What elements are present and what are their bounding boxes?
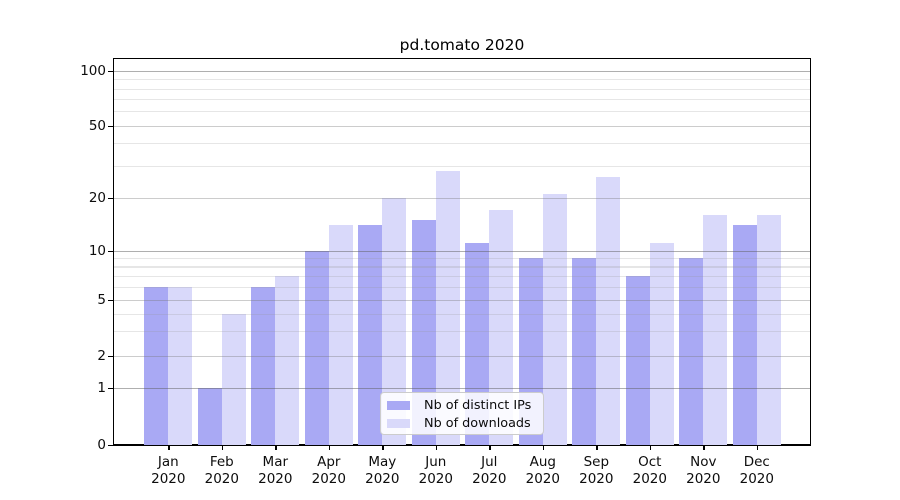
bar-nb-of-distinct-ips-oct bbox=[625, 275, 650, 445]
bar-nb-of-distinct-ips-nov bbox=[679, 258, 704, 445]
y-tick-label-10: 10 bbox=[88, 242, 106, 259]
y-tick-label-2: 2 bbox=[97, 348, 106, 364]
legend-label-distinct-ips: Nb of distinct IPs bbox=[424, 397, 532, 413]
y-gridline-70 bbox=[114, 99, 810, 101]
x-tick-label-oct: Oct 2020 bbox=[632, 454, 667, 487]
y-tick-label-1: 1 bbox=[97, 379, 106, 396]
y-tick-mark-1 bbox=[107, 387, 113, 389]
y-gridline-50 bbox=[114, 125, 810, 127]
y-tick-mark-2 bbox=[107, 356, 113, 358]
chart-title: pd.tomato 2020 bbox=[399, 36, 525, 54]
y-gridline-10 bbox=[114, 250, 810, 252]
bar-nb-of-distinct-ips-sep bbox=[572, 258, 597, 445]
y-gridline-5 bbox=[114, 300, 810, 302]
x-tick-mark-dec bbox=[756, 445, 759, 450]
y-gridline-8 bbox=[114, 266, 810, 268]
legend-swatch-downloads bbox=[387, 419, 410, 429]
legend-row-distinct-ips: Nb of distinct IPs bbox=[387, 396, 543, 415]
axis-spine-top bbox=[113, 58, 811, 60]
x-tick-label-nov: Nov 2020 bbox=[686, 454, 721, 487]
bar-nb-of-distinct-ips-mar bbox=[251, 286, 276, 445]
x-tick-mark-mar bbox=[275, 445, 277, 450]
bar-nb-of-downloads-apr bbox=[328, 225, 353, 445]
x-tick-mark-jun bbox=[435, 445, 438, 450]
y-tick-label-0: 0 bbox=[97, 436, 106, 453]
y-tick-mark-5 bbox=[107, 300, 113, 302]
y-gridline-7 bbox=[114, 275, 810, 278]
y-gridline-80 bbox=[114, 88, 810, 90]
bar-nb-of-downloads-aug bbox=[542, 194, 567, 445]
bar-nb-of-downloads-feb bbox=[221, 313, 246, 445]
axis-spine-bottom bbox=[113, 444, 811, 446]
bar-nb-of-downloads-mar bbox=[275, 275, 300, 445]
axis-spine-right bbox=[809, 58, 811, 445]
y-gridline-60 bbox=[114, 111, 810, 113]
x-tick-mark-feb bbox=[221, 445, 224, 450]
x-tick-mark-apr bbox=[328, 445, 331, 450]
x-tick-label-dec: Dec 2020 bbox=[739, 454, 774, 487]
y-gridline-30 bbox=[114, 165, 810, 168]
x-tick-label-jul: Jul 2020 bbox=[472, 454, 507, 487]
x-tick-mark-jul bbox=[489, 445, 491, 450]
x-tick-label-may: May 2020 bbox=[365, 454, 400, 487]
x-tick-label-jun: Jun 2020 bbox=[418, 454, 453, 487]
x-tick-label-apr: Apr 2020 bbox=[311, 454, 346, 487]
bar-nb-of-distinct-ips-apr bbox=[304, 250, 329, 445]
x-tick-label-mar: Mar 2020 bbox=[258, 454, 293, 487]
x-tick-label-aug: Aug 2020 bbox=[525, 454, 560, 487]
legend-label-downloads: Nb of downloads bbox=[424, 416, 531, 432]
y-gridline-6 bbox=[114, 286, 810, 289]
y-gridline-1 bbox=[114, 387, 810, 389]
bar-nb-of-downloads-sep bbox=[596, 177, 621, 445]
y-gridline-20 bbox=[114, 198, 810, 200]
y-tick-mark-100 bbox=[107, 71, 113, 73]
y-gridline-9 bbox=[114, 258, 810, 260]
bar-nb-of-downloads-nov bbox=[703, 214, 728, 445]
y-tick-label-50: 50 bbox=[88, 117, 106, 134]
x-tick-mark-aug bbox=[542, 445, 545, 450]
legend: Nb of distinct IPs Nb of downloads bbox=[380, 392, 544, 435]
x-tick-label-jan: Jan 2020 bbox=[151, 454, 186, 487]
y-gridline-90 bbox=[114, 79, 810, 81]
x-tick-mark-sep bbox=[596, 445, 598, 450]
bar-nb-of-distinct-ips-jan bbox=[144, 286, 169, 445]
y-tick-label-100: 100 bbox=[80, 63, 106, 79]
x-tick-label-feb: Feb 2020 bbox=[204, 454, 239, 487]
y-tick-mark-10 bbox=[107, 250, 113, 252]
bar-nb-of-downloads-jan bbox=[168, 286, 193, 445]
x-tick-label-sep: Sep 2020 bbox=[579, 454, 614, 487]
x-tick-mark-oct bbox=[649, 445, 652, 450]
legend-swatch-distinct-ips bbox=[387, 400, 410, 410]
bar-nb-of-downloads-dec bbox=[756, 214, 781, 445]
plot-area bbox=[107, 58, 811, 450]
y-gridline-4 bbox=[114, 313, 810, 315]
y-tick-label-20: 20 bbox=[88, 190, 106, 206]
x-tick-mark-may bbox=[382, 445, 384, 450]
bar-nb-of-distinct-ips-may bbox=[358, 225, 383, 445]
bar-nb-of-distinct-ips-dec bbox=[732, 225, 757, 445]
x-tick-mark-jan bbox=[168, 445, 170, 450]
bar-nb-of-downloads-oct bbox=[649, 243, 674, 445]
legend-row-downloads: Nb of downloads bbox=[387, 415, 543, 434]
axis-spine-left bbox=[113, 58, 115, 445]
y-gridline-2 bbox=[114, 356, 810, 358]
y-tick-mark-50 bbox=[107, 125, 113, 127]
y-tick-mark-20 bbox=[107, 198, 113, 200]
y-tick-mark-0 bbox=[107, 444, 113, 446]
y-gridline-100 bbox=[114, 71, 810, 73]
y-gridline-3 bbox=[114, 331, 810, 333]
x-tick-mark-nov bbox=[703, 445, 705, 450]
y-gridline-40 bbox=[114, 143, 810, 145]
y-tick-label-5: 5 bbox=[97, 292, 106, 308]
bar-nb-of-distinct-ips-feb bbox=[197, 387, 222, 445]
